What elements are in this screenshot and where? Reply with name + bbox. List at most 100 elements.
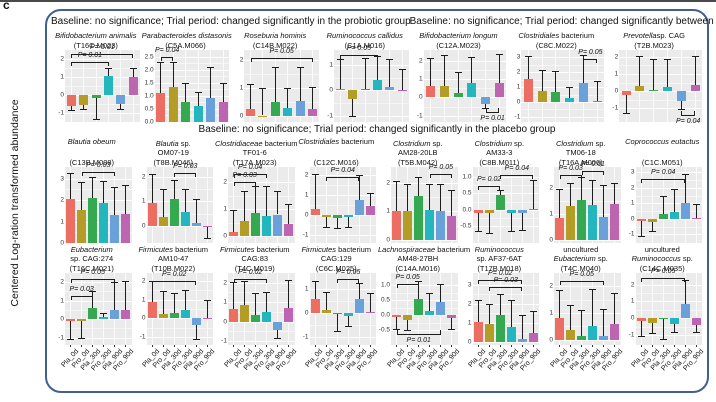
error-bar-line	[185, 82, 187, 103]
pvalue-bracket	[326, 177, 360, 181]
y-tick-label: 0	[141, 314, 146, 322]
error-bar-cap-top	[496, 294, 504, 296]
error-bar-line	[92, 290, 94, 309]
error-bar-cap-bottom	[692, 332, 700, 334]
error-bar-cap-top	[589, 289, 597, 290]
chart-title-C14B.M022: Roseburia hominis (C14B.M022)	[231, 30, 319, 50]
error-bar-cap-top	[252, 186, 260, 187]
plot-column: P= 0.05 Pla_0d Pro_0d Pla_30d Pro_30d Pla_90d…	[630, 268, 705, 385]
pvalue-label: P= 0.03	[69, 286, 94, 294]
x-tick-mark	[103, 345, 105, 347]
plot-area: P= 0.05	[554, 271, 621, 345]
chart-T16C.M021: Eubacterium sp. CAG:274 (T16C.M021) -1 0 1 2 P=…	[51, 243, 135, 385]
error-bar-line	[471, 57, 473, 83]
gridline-major	[65, 200, 132, 202]
chart-title-line: (C14B.M022)	[231, 41, 319, 51]
y-tick-label: 2	[239, 56, 244, 64]
error-bar-line	[429, 184, 431, 210]
chart-title-text: Clostridiales	[518, 31, 560, 40]
error-bar-cap-top	[398, 68, 406, 70]
error-bar-line	[336, 218, 338, 228]
error-bar-cap-top	[274, 191, 282, 193]
y-tick-label: 1	[60, 218, 64, 226]
y-axis: -0.5 0.0 0.5 1.0	[378, 273, 391, 345]
error-bar-line	[389, 58, 391, 87]
error-bar-cap-top	[611, 182, 619, 184]
error-bar-line	[83, 100, 85, 110]
chart-title-line: Coprococcus eutactus	[623, 137, 703, 147]
pvalue-label: P= 0.03	[493, 277, 518, 285]
y-tick-label: -1	[628, 331, 635, 339]
chart-title-line: (T5B.M042)	[378, 158, 458, 168]
gridline-vertical	[206, 167, 208, 243]
pvalue-bracket-tick	[681, 111, 683, 116]
error-bar-cap-top	[681, 173, 689, 175]
y-tick-label: 2	[141, 173, 146, 181]
pvalue-bracket-tick	[132, 53, 134, 58]
pvalue-bracket-tick	[489, 287, 491, 292]
gridline-major	[146, 201, 213, 203]
chart-C6C.M025: Firmicutes bacterium CAG:129 (C6C.M025) -1 0…	[296, 243, 379, 385]
error-bar-line	[377, 56, 379, 81]
gridline-major	[619, 74, 702, 75]
error-bar-cap-bottom	[333, 228, 341, 229]
pvalue-bracket	[478, 279, 523, 284]
error-bar-cap-top	[169, 61, 177, 63]
plot-area: P= 0.02	[146, 271, 213, 345]
x-tick-mark	[151, 345, 153, 347]
gridline-major	[244, 59, 319, 61]
y-tick-label: 2	[467, 300, 472, 308]
chart-title-line: Clostridium sp.	[378, 139, 458, 149]
y-tick-label: 1	[60, 297, 64, 305]
pvalue-bracket	[559, 281, 604, 285]
plot-area: P= 0.05	[391, 164, 458, 243]
gridline-major	[244, 88, 319, 90]
y-tick-label: 2	[141, 277, 146, 285]
chart-title-line: Clostridiales bacterium	[297, 137, 377, 147]
gridline-vertical	[195, 273, 197, 345]
error-bar-line	[570, 182, 572, 207]
gridline-vertical	[680, 50, 682, 122]
chart-title-text: bacterium	[339, 137, 375, 146]
plot-area: P= 0.01 P= 0.01	[65, 44, 140, 122]
pvalue-bracket	[396, 283, 419, 288]
error-bar-cap-top	[89, 176, 97, 178]
bar-Pro_30d	[193, 106, 203, 122]
bar-Pro_0d	[537, 90, 547, 102]
y-tick-label: -1	[628, 230, 635, 238]
bar-Pla_90d	[436, 301, 446, 315]
gridline-major	[309, 312, 376, 314]
y-tick-label: 2	[60, 196, 64, 204]
gridline-vertical	[451, 273, 453, 345]
gridline-major	[146, 318, 213, 320]
error-bar-cap-top	[122, 281, 130, 283]
y-tick-label: 0	[60, 239, 64, 247]
gridline-minor	[619, 65, 702, 67]
bar-Pro_30d	[104, 76, 114, 95]
x-tick-mark	[195, 345, 197, 347]
bar-Pro_90d	[528, 332, 538, 343]
bar-Pro_90d	[691, 218, 701, 219]
bar-Pla_90d	[578, 82, 588, 102]
pvalue-label: P= 0.01	[406, 336, 431, 344]
pvalue-bracket	[70, 279, 115, 284]
pvalue-bracket	[641, 278, 686, 283]
error-bar-cap-top	[111, 187, 119, 189]
error-bar-cap-bottom	[393, 328, 401, 330]
error-bar-cap-top	[593, 81, 601, 83]
gridline-minor	[635, 326, 702, 328]
gridline-minor	[619, 99, 702, 101]
error-bar-line	[173, 292, 175, 313]
pvalue-bracket-tick	[485, 107, 487, 112]
bar-Pla_0d	[335, 88, 345, 91]
error-bar-line	[651, 222, 653, 231]
error-bar-cap-top	[415, 280, 423, 282]
placebo-section-header: Baseline: no significance; Trial period:…	[198, 124, 556, 135]
bar-Pla_90d	[116, 95, 126, 104]
gridline-minor	[391, 225, 458, 227]
chart-title-text: (T8B.M046)	[153, 157, 194, 167]
gridline-major	[472, 176, 539, 178]
error-bar-cap-bottom	[474, 231, 482, 233]
error-bar-cap-top	[157, 61, 165, 63]
gridline-vertical	[625, 50, 627, 122]
